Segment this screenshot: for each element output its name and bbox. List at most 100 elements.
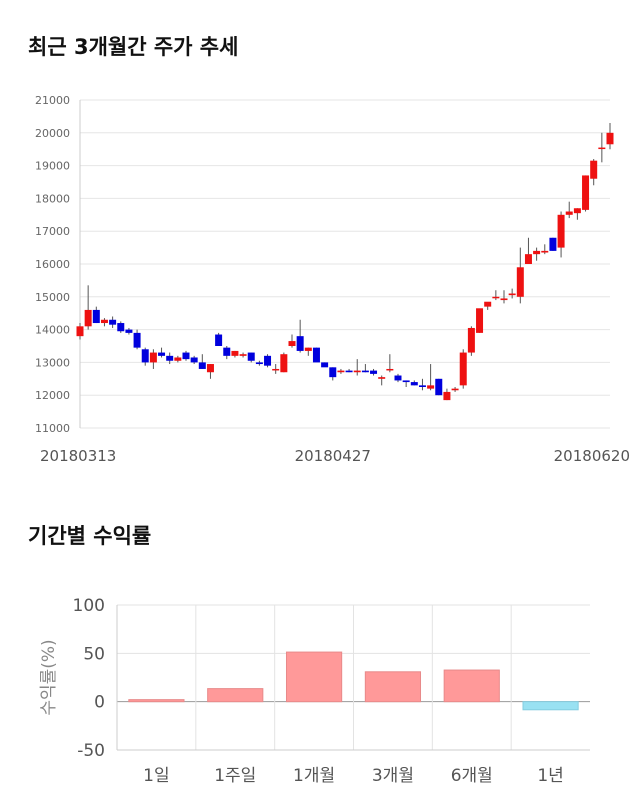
candle-body — [174, 357, 182, 361]
y-tick-label: 11000 — [35, 422, 70, 435]
y-tick-label: 20000 — [35, 127, 70, 140]
candle-body — [606, 132, 614, 145]
candle-body — [206, 364, 214, 373]
candle-body — [92, 309, 100, 324]
candle-body — [288, 341, 296, 346]
candle-body — [394, 375, 402, 381]
candle-body — [329, 367, 337, 378]
candle-body — [353, 370, 361, 373]
candle-body — [590, 160, 598, 179]
y-tick-label: 18000 — [35, 192, 70, 205]
candle-body — [492, 296, 500, 299]
category-label: 3개월 — [372, 766, 414, 786]
candle-body — [117, 323, 125, 332]
category-label: 1일 — [143, 766, 169, 786]
candlestick-chart: 11000 12000 13000 14000 15000 16000 17000 18000… — [35, 94, 630, 465]
candle-body — [296, 336, 304, 351]
return-bar — [522, 701, 579, 711]
x-date-label: 20180313 — [40, 447, 116, 465]
candle-body — [476, 308, 484, 333]
candle-body — [321, 362, 329, 368]
candle-body — [158, 352, 166, 356]
candle-body — [459, 352, 467, 386]
return-bar — [207, 688, 264, 703]
return-bar — [443, 669, 500, 703]
candle-body — [255, 362, 263, 365]
category-label: 6개월 — [451, 766, 493, 786]
candle-body — [443, 391, 451, 401]
candle-body — [215, 334, 223, 346]
return-bar — [128, 699, 185, 703]
candle-body — [524, 254, 532, 264]
candle-body — [467, 327, 475, 353]
candle-body — [573, 208, 581, 214]
return-bar — [364, 671, 422, 703]
returns-title: 기간별 수익률 — [28, 524, 152, 548]
y-tick-label: 13000 — [35, 356, 70, 369]
y-tick-label: 19000 — [35, 160, 70, 173]
candle-body — [500, 298, 508, 301]
y-tick-label: -50 — [77, 741, 105, 761]
y-tick-label: 14000 — [35, 324, 70, 337]
candle-body — [549, 237, 557, 251]
candle-body — [149, 352, 157, 363]
y-tick-label: 12000 — [35, 389, 70, 402]
candle-body — [337, 370, 345, 373]
candle-body — [198, 362, 206, 369]
candle-body — [598, 147, 606, 150]
candle-body — [410, 382, 418, 386]
candle-body — [166, 355, 174, 361]
y-axis-title: 수익률(%) — [39, 639, 59, 715]
x-date-label: 20180427 — [295, 447, 371, 465]
candle-body — [141, 349, 149, 363]
candle-body — [361, 370, 369, 373]
y-tick-label: 16000 — [35, 258, 70, 271]
candle-body — [378, 377, 386, 379]
candle-body — [345, 370, 353, 373]
candle-body — [418, 385, 426, 387]
candle-body — [582, 175, 590, 210]
candle-body — [223, 347, 231, 356]
candle-body — [133, 332, 141, 348]
candle-body — [239, 354, 247, 356]
y-tick-label: 0 — [94, 693, 105, 713]
x-date-label: 20180620 — [554, 447, 630, 465]
returns-bar-chart: -50 0 50 100 1일 1주일 1개월 3개월 6개월 1년 수익률(%) — [39, 596, 590, 786]
candle-body — [247, 352, 255, 361]
candle-body — [370, 370, 378, 374]
candle-body — [84, 309, 92, 327]
candle-body — [109, 319, 117, 325]
category-label: 1년 — [537, 766, 563, 786]
candle-body — [565, 211, 573, 215]
candle-body — [312, 347, 320, 363]
y-tick-label: 100 — [73, 596, 105, 616]
candle-body — [182, 352, 190, 360]
candle-body — [272, 368, 280, 371]
y-tick-label: 17000 — [35, 225, 70, 238]
candle-body — [427, 385, 435, 389]
candle-body — [402, 380, 410, 383]
candle-body — [386, 368, 394, 371]
y-tick-label: 21000 — [35, 94, 70, 107]
return-bar — [285, 651, 343, 703]
candle-body — [451, 388, 459, 391]
candle-body — [533, 250, 541, 255]
candle-body — [264, 355, 272, 366]
candle-body — [484, 301, 492, 307]
candle-body — [76, 326, 84, 337]
candle-body — [231, 350, 239, 356]
candle-body — [435, 378, 443, 396]
candle-body — [280, 354, 288, 373]
candle-body — [541, 250, 549, 253]
candle-body — [557, 214, 565, 248]
candle-body — [508, 293, 516, 296]
candle-body — [100, 319, 108, 324]
y-tick-label: 50 — [83, 644, 105, 664]
price-trend-title: 최근 3개월간 주가 추세 — [28, 35, 239, 59]
category-label: 1개월 — [293, 766, 335, 786]
candle-body — [516, 267, 524, 297]
category-label: 1주일 — [214, 766, 256, 786]
candle-body — [304, 347, 312, 351]
y-tick-label: 15000 — [35, 291, 70, 304]
candle-body — [125, 329, 133, 333]
